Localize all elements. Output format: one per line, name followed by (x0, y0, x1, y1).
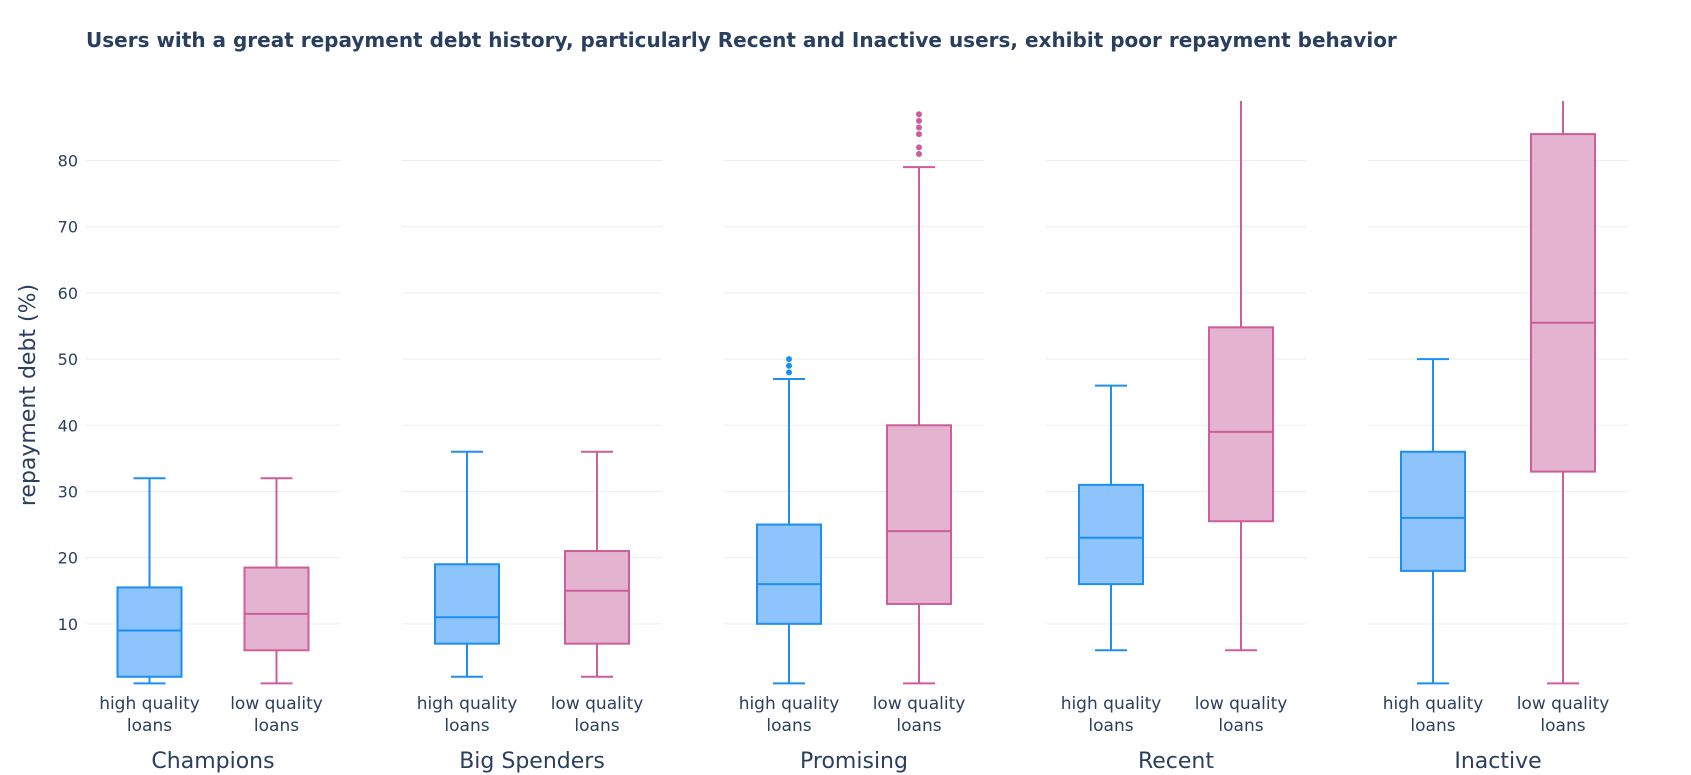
y-tick-label: 30 (58, 482, 78, 501)
y-tick-label: 20 (58, 549, 78, 568)
group-label: Inactive (1454, 749, 1541, 774)
chart-title: Users with a great repayment debt histor… (86, 28, 1397, 52)
iqr-box (564, 550, 630, 645)
category-label: high quality loans (1061, 694, 1162, 736)
group-label: Recent (1138, 749, 1214, 774)
group-label: Big Spenders (459, 749, 605, 774)
box-high-quality-1[interactable] (116, 477, 183, 685)
iqr-box (1208, 326, 1274, 523)
box-high-quality-5[interactable] (1400, 358, 1466, 685)
iqr-box (756, 523, 822, 625)
box-high-quality-4[interactable] (1078, 384, 1144, 652)
y-tick-label: 70 (58, 218, 78, 237)
iqr-box (116, 586, 183, 678)
outlier-point (916, 150, 922, 157)
box-low-quality-2[interactable] (564, 450, 630, 678)
boxes-layer (116, 101, 1596, 685)
y-tick-label: 10 (58, 615, 78, 634)
y-tick-label: 60 (58, 284, 78, 303)
iqr-box (1400, 450, 1466, 572)
category-label: low quality loans (1195, 694, 1288, 736)
iqr-box (1078, 483, 1144, 586)
box-low-quality-4[interactable] (1208, 101, 1274, 652)
group-label: Promising (800, 749, 908, 774)
category-label: low quality loans (873, 694, 966, 736)
outlier-point (916, 117, 922, 124)
category-label: high quality loans (99, 694, 200, 736)
y-tick-labels: 10 20 30 40 50 60 70 80 (58, 152, 78, 634)
y-tick-label: 80 (58, 152, 78, 171)
iqr-box (243, 566, 310, 652)
y-tick-label: 40 (58, 416, 78, 435)
box-high-quality-2[interactable] (434, 450, 500, 678)
outlier-point (786, 362, 792, 369)
y-tick-label: 50 (58, 350, 78, 369)
category-label: low quality loans (1517, 694, 1610, 736)
outlier-point (916, 131, 922, 138)
grid-layer (86, 160, 1628, 625)
outlier-point (916, 124, 922, 131)
box-low-quality-3[interactable] (886, 111, 952, 685)
box-low-quality-1[interactable] (243, 477, 310, 685)
category-label: low quality loans (551, 694, 644, 736)
y-axis-title: repayment debt (%) (16, 284, 41, 506)
box-low-quality-5[interactable] (1530, 101, 1596, 685)
category-label: high quality loans (417, 694, 518, 736)
outlier-point (916, 111, 922, 118)
category-label: high quality loans (739, 694, 840, 736)
category-label: low quality loans (230, 694, 323, 736)
iqr-box (434, 563, 500, 645)
box-high-quality-3[interactable] (756, 356, 822, 685)
x-labels: high quality loans low quality loans Champio… (99, 694, 1609, 774)
outlier-point (916, 144, 922, 151)
outlier-point (786, 356, 792, 363)
iqr-box (886, 424, 952, 605)
outlier-point (786, 369, 792, 376)
category-label: high quality loans (1383, 694, 1484, 736)
group-label: Champions (151, 749, 274, 774)
iqr-box (1530, 133, 1596, 473)
